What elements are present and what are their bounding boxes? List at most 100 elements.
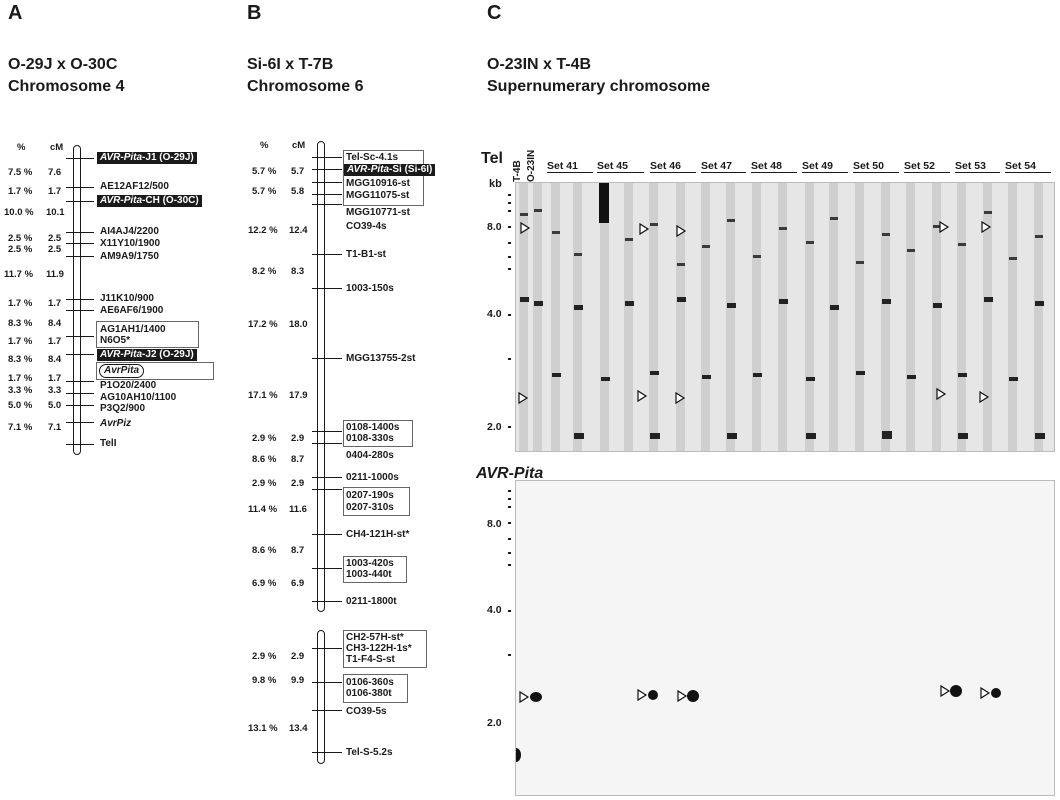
- marker-label: MGG11075-st: [346, 190, 410, 201]
- size-marker-2kb-bottom: 2.0: [487, 717, 502, 729]
- marker-label: 0108-1400s: [346, 422, 400, 433]
- marker-suffix: -J1 (O-29J): [142, 152, 194, 163]
- marker-tick: [312, 288, 342, 290]
- probe-avr-pita-label: AVR-Pita: [476, 465, 544, 482]
- panel-b-title: Si-6I x T-7B Chromosome 6: [247, 54, 363, 98]
- marker-label: 0404-280s: [346, 450, 394, 461]
- panel-b-pct-header: %: [260, 140, 269, 151]
- panel-c-chromosome: Supernumerary chromosome: [487, 78, 711, 95]
- interval-percent: 7.1 %: [8, 422, 33, 433]
- interval-cm: 12.4: [289, 225, 308, 236]
- interval-cm: 2.5: [48, 233, 62, 244]
- top-ladder-dots: [508, 194, 511, 428]
- interval-percent: 2.5 %: [8, 233, 33, 244]
- marker-label: 1003-420s: [346, 558, 394, 569]
- marker-tick: [312, 182, 342, 184]
- marker-label: Tel-S-5.2s: [346, 747, 393, 758]
- marker-group-box: [343, 420, 413, 447]
- marker-label: AM9A9/1750: [100, 251, 159, 262]
- marker-suffix: -CH (O-30C): [142, 195, 199, 206]
- size-marker-8kb-top: 8.0: [487, 221, 502, 233]
- interval-cm: 1.7: [48, 186, 62, 197]
- marker-tick: [66, 187, 94, 189]
- interval-percent: 8.3 %: [8, 354, 33, 365]
- interval-cm: 2.9: [291, 651, 305, 662]
- set-label-45: Set 45: [597, 160, 644, 174]
- marker-tick: [66, 393, 94, 395]
- panel-b-chromosome: Chromosome 6: [247, 78, 364, 95]
- marker-label: 1003-150s: [346, 283, 394, 294]
- marker-tick: [312, 194, 342, 196]
- marker-label: MGG13755-2st: [346, 353, 416, 364]
- interval-percent: 8.3 %: [8, 318, 33, 329]
- interval-cm: 8.7: [291, 545, 305, 556]
- set-underline: [802, 172, 848, 174]
- parent-t4b-label: T-4B: [512, 160, 523, 182]
- interval-cm: 8.4: [48, 354, 62, 365]
- set-label-48: Set 48: [751, 160, 797, 174]
- marker-label: MGG10916-st: [346, 178, 410, 189]
- marker-tick: [66, 299, 94, 301]
- interval-percent: 12.2 %: [248, 225, 278, 236]
- interval-percent: 3.3 %: [8, 385, 33, 396]
- interval-percent: 1.7 %: [8, 373, 33, 384]
- set-underline: [1005, 172, 1051, 174]
- marker-tick: [66, 422, 94, 424]
- chromosome-6-bar-upper: [317, 141, 325, 612]
- set-label-46: Set 46: [650, 160, 696, 174]
- marker-tick: [312, 204, 342, 206]
- interval-cm: 6.9: [291, 578, 305, 589]
- set-underline: [650, 172, 696, 174]
- set-underline: [955, 172, 1000, 174]
- interval-percent: 8.2 %: [252, 266, 277, 277]
- marker-tick: [66, 405, 94, 407]
- interval-cm: 1.7: [48, 298, 62, 309]
- interval-cm: 7.1: [48, 422, 62, 433]
- size-marker-2kb-top: 2.0: [487, 421, 502, 433]
- interval-cm: 2.5: [48, 244, 62, 255]
- marker-tick: [312, 489, 342, 491]
- interval-percent: 8.6 %: [252, 454, 277, 465]
- interval-cm: 11.6: [289, 504, 307, 515]
- interval-percent: 1.7 %: [8, 336, 33, 347]
- set-text: Set 45: [597, 160, 628, 172]
- interval-cm: 17.9: [289, 390, 308, 401]
- panel-a-cm-header: cM: [50, 142, 64, 153]
- set-label-54: Set 54: [1005, 160, 1051, 174]
- set-label-47: Set 47: [701, 160, 746, 174]
- probe-tel-label: Tel: [481, 150, 503, 167]
- interval-percent: 6.9 %: [252, 578, 277, 589]
- panel-b-cm-header: cM: [292, 140, 306, 151]
- panel-c-cross: O-23IN x T-4B: [487, 56, 592, 73]
- marker-tick: [312, 443, 342, 445]
- marker-group-box: [343, 674, 408, 703]
- interval-cm: 8.3: [291, 266, 305, 277]
- marker-label: 1003-440t: [346, 569, 392, 580]
- interval-percent: 2.9 %: [252, 478, 277, 489]
- marker-tick: [312, 682, 342, 684]
- marker-label: AE12AF12/500: [100, 181, 169, 192]
- marker-label: MGG10771-st: [346, 207, 410, 218]
- set-text: Set 41: [547, 160, 578, 172]
- marker-group-box: [343, 630, 427, 668]
- set-text: Set 47: [701, 160, 732, 172]
- marker-tick: [66, 232, 94, 234]
- interval-percent: 13.1 %: [248, 723, 278, 734]
- marker-tick: [312, 648, 342, 650]
- tel-southern-blot: [515, 182, 1055, 452]
- interval-percent: 11.7 %: [4, 269, 34, 280]
- interval-cm: 7.6: [48, 167, 62, 178]
- marker-tick: [312, 752, 342, 754]
- interval-percent: 9.8 %: [252, 675, 277, 686]
- panel-a-pct-header: %: [17, 142, 26, 153]
- panel-c-letter: C: [487, 2, 502, 24]
- marker-tick: [312, 254, 342, 256]
- interval-cm: 2.9: [291, 478, 305, 489]
- gene-name: AVR-Pita: [100, 349, 143, 360]
- marker-label: 0106-360s: [346, 677, 394, 688]
- marker-group-box: [96, 362, 214, 380]
- interval-cm: 5.8: [291, 186, 305, 197]
- marker-group-box: [96, 321, 199, 348]
- interval-cm: 11.9: [46, 269, 64, 280]
- marker-label: CO39-5s: [346, 706, 387, 717]
